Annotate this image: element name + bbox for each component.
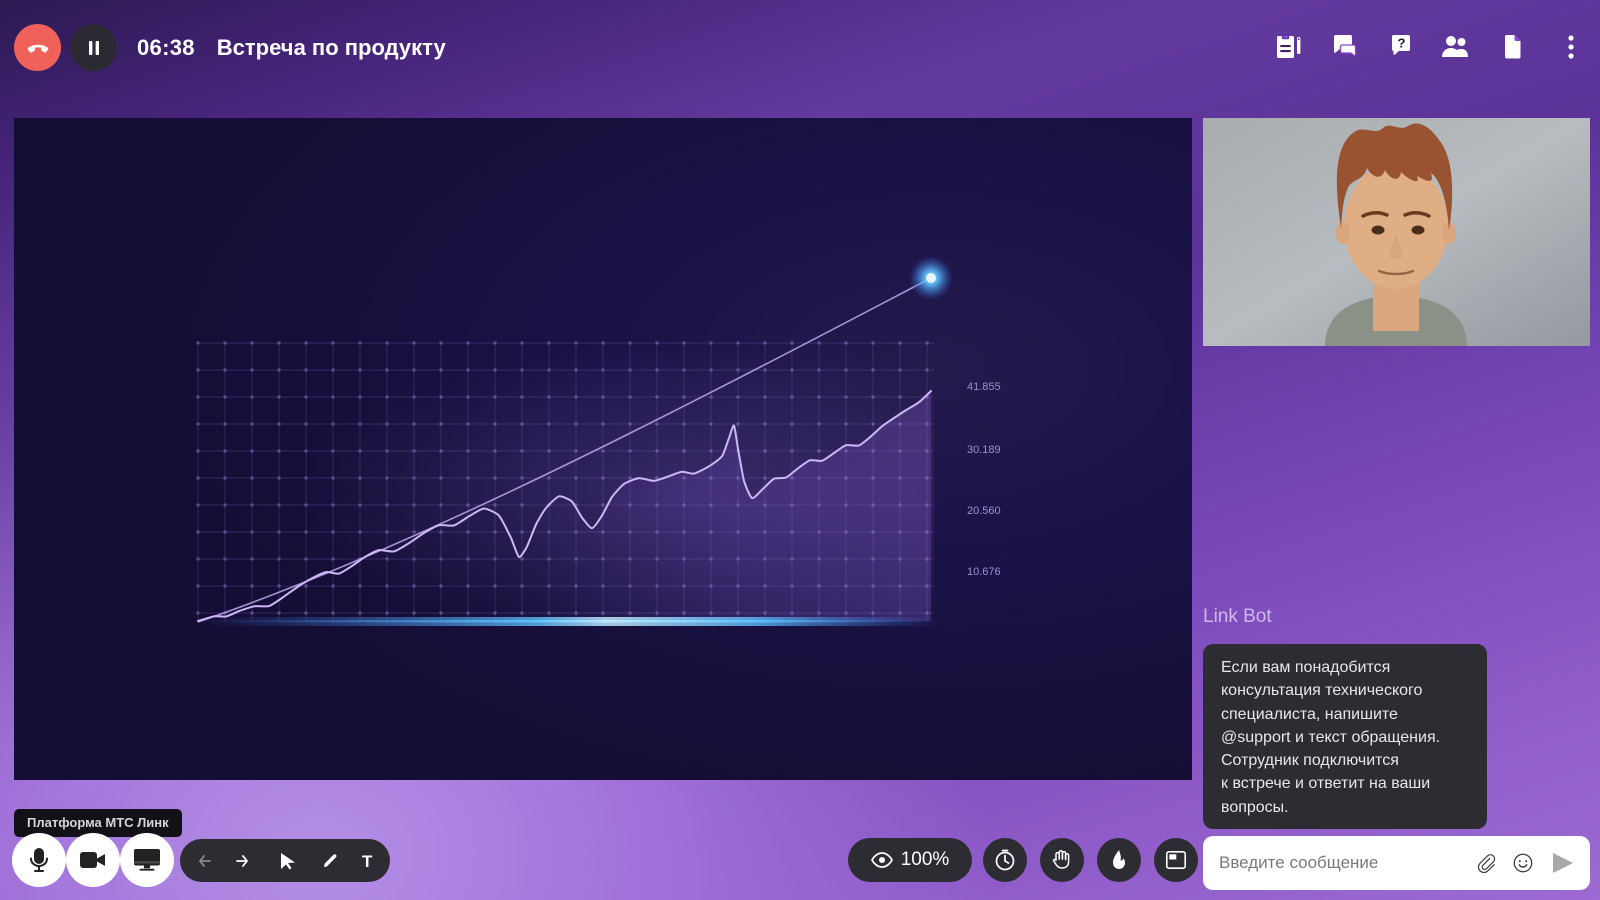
svg-text:41.855: 41.855 <box>967 381 1001 393</box>
svg-text:10.676: 10.676 <box>967 566 1001 578</box>
svg-text:T: T <box>362 852 373 870</box>
svg-text:20.560: 20.560 <box>967 505 1001 517</box>
svg-text:?: ? <box>1398 36 1406 51</box>
svg-text:30.189: 30.189 <box>967 444 1001 456</box>
